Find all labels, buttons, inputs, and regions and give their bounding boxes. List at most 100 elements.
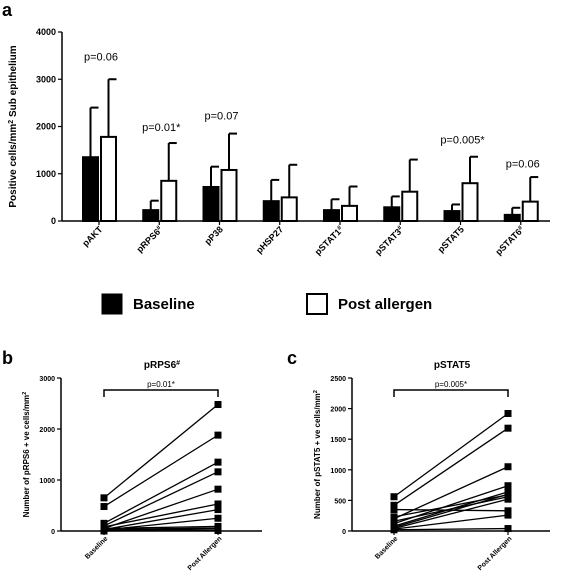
baseline-point [100, 494, 108, 502]
bar [323, 209, 340, 223]
x-tick-label: pAKT [80, 224, 104, 248]
y-tick-label: 500 [334, 498, 346, 505]
y-tick-label: 0 [51, 216, 56, 226]
post-allergen-point [504, 424, 512, 432]
y-tick-label: 3000 [39, 376, 55, 383]
post-allergen-point [214, 485, 222, 493]
p-value-annotation: p=0.01* [147, 380, 175, 389]
y-tick-label: 2000 [36, 122, 56, 132]
bar [202, 185, 220, 222]
x-tick-label: pSTAT1# [312, 224, 345, 257]
line-chart-c: pSTAT5 0 500 1000 1500 2000 2500 Number of pSTA… [313, 360, 550, 572]
x-tick-label: Baseline [84, 535, 109, 560]
legend: Baseline Post allergen [101, 293, 432, 315]
legend-swatch-post [306, 293, 328, 315]
bar [100, 135, 117, 223]
post-allergen-point [214, 525, 222, 533]
paired-line [393, 498, 509, 530]
post-allergen-point [504, 490, 512, 498]
y-tick-label: 4000 [36, 27, 56, 37]
y-tick-label: 1000 [39, 478, 55, 485]
bar [503, 213, 521, 222]
p-value-annotation: p=0.005* [440, 135, 485, 147]
baseline-point [390, 517, 398, 525]
paired-line [103, 434, 219, 508]
baseline-point [100, 526, 108, 534]
bar [521, 200, 539, 223]
baseline-point [390, 506, 398, 514]
post-allergen-point [504, 495, 512, 503]
baseline-point [100, 503, 108, 511]
y-tick-label: 3000 [36, 74, 56, 84]
p-value-annotation: p=0.07 [205, 110, 239, 122]
paired-line [393, 427, 509, 506]
bar [82, 156, 99, 222]
post-allergen-point [504, 525, 512, 533]
legend-swatch-baseline [101, 293, 123, 315]
post-allergen-point [214, 506, 222, 514]
y-axis-title: Number of pSTAT5 + ve cells/mm2 [313, 390, 322, 519]
bar [461, 182, 479, 222]
post-allergen-point [214, 514, 222, 522]
post-allergen-point [214, 431, 222, 439]
baseline-point [390, 523, 398, 531]
paired-line [103, 461, 219, 524]
paired-line [393, 493, 509, 528]
paired-line [393, 412, 509, 498]
paired-line [103, 525, 219, 530]
line-chart-b: pRPS6# 0 1000 2000 3000 Number of pRPS6 + ve … [22, 360, 262, 572]
paired-line [393, 527, 509, 531]
post-allergen-point [214, 401, 222, 409]
paired-line [103, 471, 219, 527]
y-tick-label: 1000 [330, 468, 346, 475]
x-tick-label: Post Allergen [187, 535, 224, 572]
significance-bracket [393, 389, 509, 397]
x-tick-label: Baseline [374, 535, 399, 560]
paired-line [103, 404, 219, 499]
y-tick-label: 2500 [330, 376, 346, 383]
paired-line [103, 529, 219, 532]
baseline-point [390, 501, 398, 509]
y-tick-label: 2000 [330, 407, 346, 414]
baseline-point [390, 513, 398, 521]
bar [220, 168, 238, 222]
x-tick-label: pSTAT6# [493, 224, 526, 257]
bar-chart-a: 0 1000 2000 3000 4000 Positive cells/mm2 Sub … [8, 27, 550, 257]
baseline-point [390, 493, 398, 501]
post-allergen-point [214, 458, 222, 466]
p-value-annotation: p=0.005* [435, 380, 467, 389]
paired-line [103, 508, 219, 531]
x-tick-label: pP38 [203, 224, 225, 246]
y-tick-label: 0 [51, 529, 55, 536]
y-axis-title: Positive cells/mm2 Sub epithelium [8, 45, 20, 207]
bar [341, 204, 358, 223]
legend-label-baseline: Baseline [133, 296, 195, 313]
chart-title: pSTAT5 [434, 360, 471, 371]
bar [383, 206, 401, 223]
paired-line [103, 503, 219, 528]
post-allergen-point [504, 409, 512, 417]
panel-label-c: c [287, 348, 297, 368]
paired-line [393, 494, 509, 518]
y-axis-title: Number of pRPS6 + ve cells/mm2 [22, 392, 31, 518]
y-tick-label: 1500 [330, 437, 346, 444]
post-allergen-point [504, 507, 512, 515]
paired-line [393, 514, 509, 530]
legend-label-post: Post allergen [338, 296, 432, 313]
y-tick-label: 0 [342, 529, 346, 536]
post-allergen-point [504, 482, 512, 490]
p-value-annotation: p=0.06 [84, 51, 118, 63]
p-value-annotation: p=0.01* [142, 122, 181, 134]
bar [443, 210, 461, 222]
bar [142, 209, 160, 223]
chart-title: pRPS6# [144, 360, 180, 372]
bar [401, 190, 419, 223]
panel-label-b: b [2, 348, 13, 368]
x-tick-label: pSTAT5 [436, 224, 466, 254]
x-tick-label: Post Allergen [477, 535, 514, 572]
paired-line [103, 528, 219, 532]
significance-bracket [103, 389, 219, 397]
post-allergen-point [504, 463, 512, 471]
paired-line [393, 496, 509, 522]
